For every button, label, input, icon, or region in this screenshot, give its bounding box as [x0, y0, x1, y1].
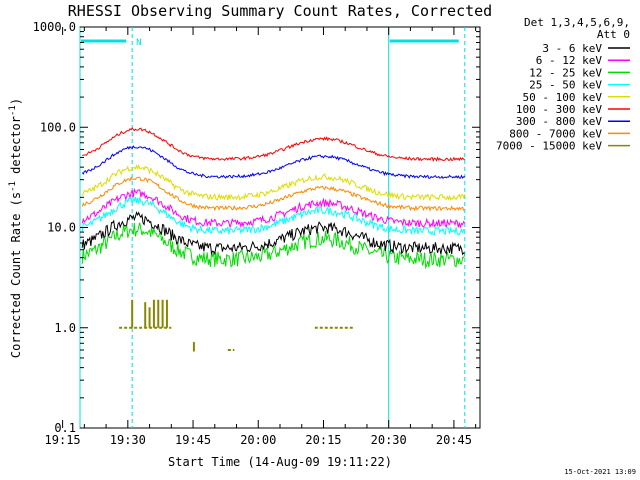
x-axis-label: Start Time (14-Aug-09 19:11:22) [168, 455, 392, 469]
x-tick-label: 19:45 [175, 433, 211, 447]
x-tick-label: 19:15 [45, 433, 81, 447]
x-tick-label: 20:30 [371, 433, 407, 447]
series-line [81, 211, 465, 256]
plot-area [79, 26, 481, 429]
legend-label: 300 - 800 keV [516, 115, 602, 128]
chart-title: RHESSI Observing Summary Count Rates, Co… [68, 2, 492, 20]
y-axis-label: Corrected Count Rate (s-1 detector-1) [8, 98, 23, 358]
x-tick-label: 20:45 [436, 433, 472, 447]
series-line [81, 196, 465, 236]
legend-label: 800 - 7000 keV [509, 127, 602, 140]
series-line [81, 145, 465, 180]
legend-label: 12 - 25 keV [529, 66, 602, 79]
legend-label: 25 - 50 keV [529, 79, 602, 92]
series-line [81, 176, 466, 212]
legend-header-line-2: Att 0 [597, 28, 630, 41]
series-line [81, 222, 466, 270]
series-line [81, 163, 466, 202]
legend-label: 100 - 300 keV [516, 103, 602, 116]
y-tick-label: 100.0 [40, 120, 76, 134]
legend-label: 50 - 100 keV [523, 91, 603, 104]
legend-label: 7000 - 15000 keV [496, 140, 602, 153]
series-line [82, 126, 466, 162]
legend-header-line-1: Det 1,3,4,5,6,9, [524, 16, 630, 29]
y-tick-label: 1000.0 [33, 20, 76, 34]
y-tick-label: 10.0 [47, 221, 76, 235]
x-tick-label: 19:30 [110, 433, 146, 447]
night-label: N [136, 38, 141, 48]
y-tick-label: 1.0 [54, 321, 76, 335]
legend-label: 6 - 12 keV [536, 54, 603, 67]
y-tick-label: 0.1 [54, 421, 76, 435]
timestamp: 15-Oct-2021 13:09 [564, 468, 636, 476]
x-tick-label: 20:15 [305, 433, 341, 447]
legend-label: 3 - 6 keV [542, 42, 602, 55]
series-line [81, 187, 466, 229]
x-tick-label: 20:00 [240, 433, 276, 447]
